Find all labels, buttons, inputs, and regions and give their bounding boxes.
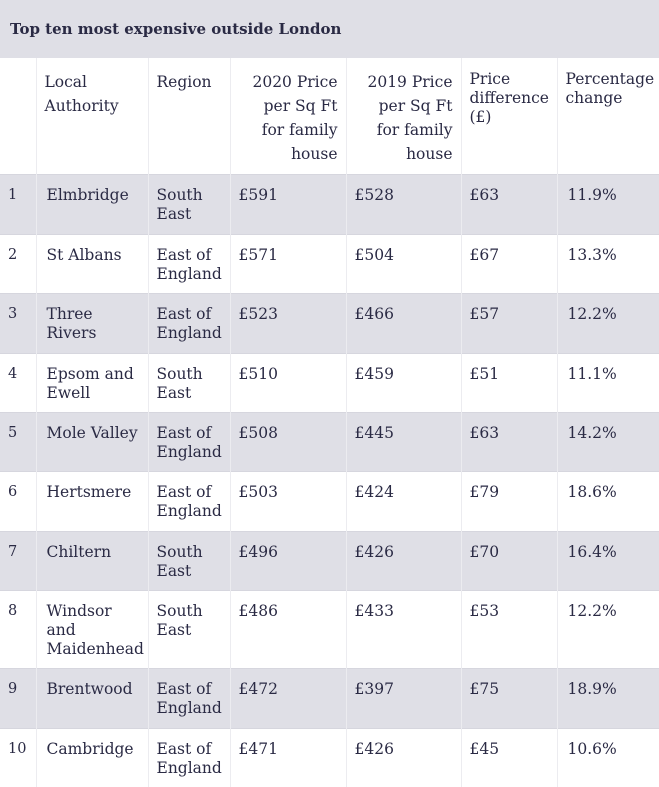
header-price-difference: Price difference (£) bbox=[461, 58, 558, 174]
cell-local-authority: Brentwood bbox=[36, 668, 149, 728]
cell-price-difference: £79 bbox=[461, 471, 558, 531]
cell-percentage-change: 18.9% bbox=[567, 679, 617, 698]
header-percentage-change: Percentage change bbox=[565, 70, 655, 107]
cell-price-2019: £445 bbox=[346, 412, 462, 471]
cell-price-2020: £503 bbox=[230, 471, 347, 531]
cell-region: South East bbox=[148, 590, 231, 668]
cell-price-2019: £504 bbox=[346, 234, 462, 293]
header-local-authority: Local Authority bbox=[36, 58, 149, 174]
table-header: Local Authority Region 2020 Price per Sq… bbox=[0, 58, 659, 174]
table-row: 4 Epsom and Ewell South East £510 £459 £51 11.… bbox=[0, 353, 659, 412]
cell-price-difference: £53 bbox=[461, 590, 558, 668]
header-rank bbox=[0, 58, 37, 174]
cell-rank: 7 bbox=[0, 531, 37, 590]
cell-percentage-change: 10.6% bbox=[567, 739, 617, 758]
price-table: Local Authority Region 2020 Price per Sq… bbox=[0, 58, 659, 787]
cell-local-authority: Chiltern bbox=[36, 531, 149, 590]
cell-price-difference: £57 bbox=[461, 293, 558, 353]
cell-price-difference: £51 bbox=[461, 353, 558, 412]
cell-price-2019: £397 bbox=[346, 668, 462, 728]
table-title: Top ten most expensive outside London bbox=[10, 20, 342, 38]
cell-percentage-change: 14.2% bbox=[567, 423, 617, 442]
cell-price-2019: £528 bbox=[346, 174, 462, 234]
cell-local-authority: Hertsmere bbox=[36, 471, 149, 531]
table-body: 1 Elmbridge South East £591 £528 £63 11.9% 2 St … bbox=[0, 174, 659, 787]
cell-percentage-change: 16.4% bbox=[567, 542, 617, 561]
table-row: 10 Cambridge East of England £471 £426 £45 10.… bbox=[0, 728, 659, 787]
cell-price-2020: £510 bbox=[230, 353, 347, 412]
cell-percentage-change: 18.6% bbox=[567, 482, 617, 501]
cell-rank: 3 bbox=[0, 293, 37, 353]
header-region: Region bbox=[148, 58, 231, 174]
cell-local-authority: St Albans bbox=[36, 234, 149, 293]
cell-price-2019: £426 bbox=[346, 728, 462, 787]
cell-price-2020: £571 bbox=[230, 234, 347, 293]
cell-price-2020: £508 bbox=[230, 412, 347, 471]
cell-price-difference: £70 bbox=[461, 531, 558, 590]
table-row: 7 Chiltern South East £496 £426 £70 16.4% bbox=[0, 531, 659, 590]
cell-rank: 10 bbox=[0, 728, 37, 787]
cell-rank: 4 bbox=[0, 353, 37, 412]
cell-region: East of England bbox=[148, 668, 231, 728]
cell-percentage-change: 11.9% bbox=[567, 185, 617, 204]
header-row: Local Authority Region 2020 Price per Sq… bbox=[0, 58, 659, 174]
header-price-2019: 2019 Price per Sq Ft for family house bbox=[346, 58, 462, 174]
table-row: 8 Windsor and Maidenhead South East £486 £43… bbox=[0, 590, 659, 668]
cell-rank: 9 bbox=[0, 668, 37, 728]
cell-region: East of England bbox=[148, 234, 231, 293]
table-title-bar: Top ten most expensive outside London bbox=[0, 0, 659, 58]
cell-price-2020: £486 bbox=[230, 590, 347, 668]
cell-local-authority: Mole Valley bbox=[36, 412, 149, 471]
cell-region: East of England bbox=[148, 728, 231, 787]
cell-price-2020: £472 bbox=[230, 668, 347, 728]
header-price-2020: 2020 Price per Sq Ft for family house bbox=[230, 58, 347, 174]
table-row: 6 Hertsmere East of England £503 £424 £79 18.6… bbox=[0, 471, 659, 531]
cell-price-2019: £424 bbox=[346, 471, 462, 531]
cell-price-2020: £591 bbox=[230, 174, 347, 234]
cell-local-authority: Epsom and Ewell bbox=[36, 353, 149, 412]
table-row: 9 Brentwood East of England £472 £397 £75 18.9… bbox=[0, 668, 659, 728]
cell-local-authority: Elmbridge bbox=[36, 174, 149, 234]
cell-price-2020: £523 bbox=[230, 293, 347, 353]
cell-price-difference: £63 bbox=[461, 174, 558, 234]
cell-rank: 8 bbox=[0, 590, 37, 668]
cell-region: East of England bbox=[148, 471, 231, 531]
cell-price-difference: £45 bbox=[461, 728, 558, 787]
cell-region: East of England bbox=[148, 293, 231, 353]
cell-price-2020: £496 bbox=[230, 531, 347, 590]
cell-rank: 1 bbox=[0, 174, 37, 234]
cell-percentage-change: 13.3% bbox=[567, 245, 617, 264]
cell-rank: 6 bbox=[0, 471, 37, 531]
table-row: 5 Mole Valley East of England £508 £445 £63 14… bbox=[0, 412, 659, 471]
cell-price-difference: £63 bbox=[461, 412, 558, 471]
cell-region: South East bbox=[148, 531, 231, 590]
cell-region: South East bbox=[148, 353, 231, 412]
cell-percentage-change: 11.1% bbox=[567, 364, 617, 383]
cell-price-2020: £471 bbox=[230, 728, 347, 787]
cell-local-authority: Three Rivers bbox=[36, 293, 149, 353]
cell-percentage-change: 12.2% bbox=[567, 601, 617, 620]
cell-price-2019: £426 bbox=[346, 531, 462, 590]
cell-rank: 5 bbox=[0, 412, 37, 471]
cell-rank: 2 bbox=[0, 234, 37, 293]
cell-price-2019: £466 bbox=[346, 293, 462, 353]
table-row: 1 Elmbridge South East £591 £528 £63 11.9% bbox=[0, 174, 659, 234]
cell-region: East of England bbox=[148, 412, 231, 471]
cell-region: South East bbox=[148, 174, 231, 234]
table-row: 3 Three Rivers East of England £523 £466 £57 1… bbox=[0, 293, 659, 353]
cell-percentage-change: 12.2% bbox=[567, 304, 617, 323]
cell-price-difference: £75 bbox=[461, 668, 558, 728]
cell-price-difference: £67 bbox=[461, 234, 558, 293]
cell-price-2019: £433 bbox=[346, 590, 462, 668]
table-row: 2 St Albans East of England £571 £504 £67 13.3… bbox=[0, 234, 659, 293]
cell-price-2019: £459 bbox=[346, 353, 462, 412]
cell-local-authority: Cambridge bbox=[36, 728, 149, 787]
cell-local-authority: Windsor and Maidenhead bbox=[36, 590, 149, 668]
